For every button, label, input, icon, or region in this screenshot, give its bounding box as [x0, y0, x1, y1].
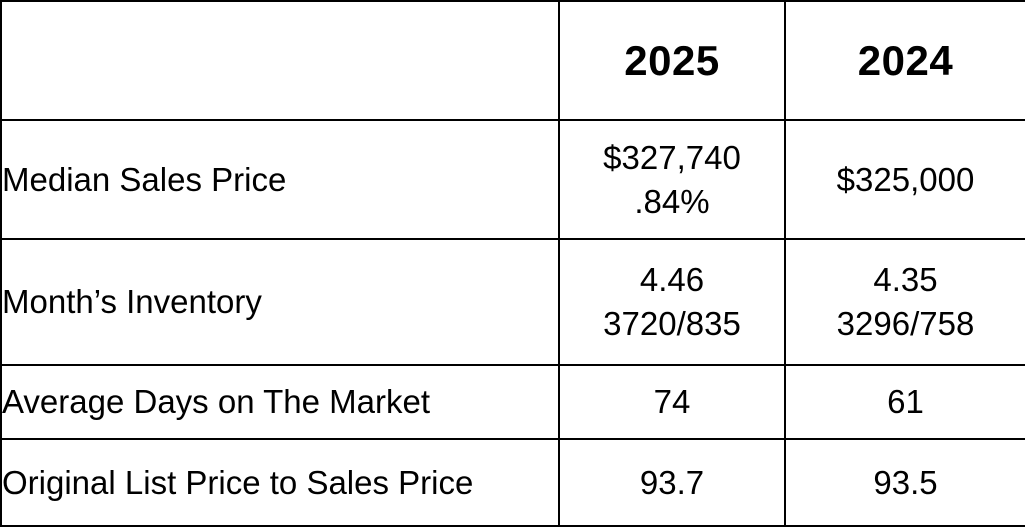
months-inventory-2024-value: 4.35 3296/758	[784, 238, 1025, 366]
metric-label-median-sales-price: Median Sales Price	[0, 119, 560, 240]
table-row-list-to-sales-price: Original List Price to Sales Price 93.7 …	[0, 438, 1025, 527]
table-header-row: 2025 2024	[0, 0, 1025, 121]
metric-label-months-inventory: Month’s Inventory	[0, 238, 560, 366]
table-row-median-sales-price: Median Sales Price $327,740 .84% $325,00…	[0, 119, 1025, 240]
metric-label-list-to-sales-price: Original List Price to Sales Price	[0, 438, 560, 527]
header-year-2025: 2025	[558, 0, 786, 121]
table-row-months-inventory: Month’s Inventory 4.46 3720/835 4.35 329…	[0, 238, 1025, 366]
list-to-sales-2025-value: 93.7	[558, 438, 786, 527]
table-row-average-days-on-market: Average Days on The Market 74 61	[0, 364, 1025, 440]
median-sales-price-2025-value: $327,740 .84%	[558, 119, 786, 240]
average-days-2025-value: 74	[558, 364, 786, 440]
months-inventory-2025-value: 4.46 3720/835	[558, 238, 786, 366]
metric-label-average-days-on-market: Average Days on The Market	[0, 364, 560, 440]
list-to-sales-2024-value: 93.5	[784, 438, 1025, 527]
median-sales-price-2024-value: $325,000	[784, 119, 1025, 240]
header-year-2024: 2024	[784, 0, 1025, 121]
average-days-2024-value: 61	[784, 364, 1025, 440]
header-empty-cell	[0, 0, 560, 121]
